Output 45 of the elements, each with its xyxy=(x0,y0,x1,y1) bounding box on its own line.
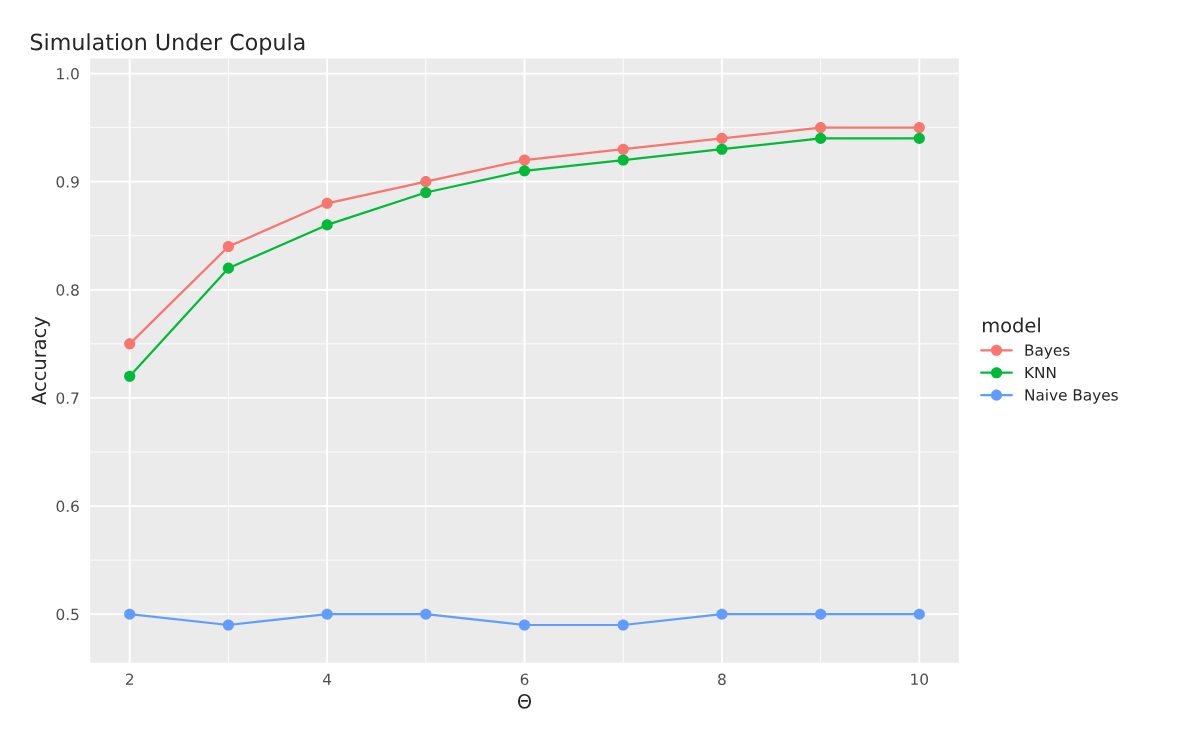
point xyxy=(913,608,925,620)
x-tick-label: 2 xyxy=(125,673,134,685)
point xyxy=(815,132,827,144)
point xyxy=(420,608,432,620)
point xyxy=(321,197,333,209)
point xyxy=(617,154,629,166)
point xyxy=(420,186,432,199)
y-tick-label: 0.7 xyxy=(56,392,79,404)
point xyxy=(222,240,234,253)
x-tick-label: 8 xyxy=(718,673,726,686)
point xyxy=(124,338,136,350)
y-tick-label: 0.9 xyxy=(56,176,79,188)
point xyxy=(420,176,432,188)
point xyxy=(716,608,728,620)
chart-title: Simulation Under Copula xyxy=(30,33,305,55)
x-axis-title: Θ xyxy=(517,693,532,709)
point xyxy=(716,143,728,155)
y-tick-label: 0.6 xyxy=(56,500,79,513)
point xyxy=(222,619,234,631)
point xyxy=(617,619,629,631)
y-tick-label: 1.0 xyxy=(57,68,79,80)
point xyxy=(913,132,925,144)
point xyxy=(518,165,531,177)
point xyxy=(321,219,333,231)
x-tick-label: 4 xyxy=(322,673,332,685)
legend-label: KNN xyxy=(1025,366,1056,379)
legend-title: model xyxy=(982,317,1040,333)
point xyxy=(518,619,531,631)
point xyxy=(716,132,728,144)
point xyxy=(124,370,136,382)
y-tick-label: 0.8 xyxy=(56,284,79,296)
point xyxy=(815,122,827,134)
x-tick-label: 6 xyxy=(520,673,529,686)
point xyxy=(222,262,234,274)
legend-label: Naive Bayes xyxy=(1025,388,1118,404)
y-axis-title: Accuracy xyxy=(31,316,50,405)
legend-label: Bayes xyxy=(1025,344,1070,359)
point xyxy=(124,608,136,620)
point xyxy=(617,143,629,155)
point xyxy=(815,608,827,620)
point xyxy=(518,154,531,166)
y-tick-label: 0.5 xyxy=(56,608,79,621)
point xyxy=(321,608,333,620)
x-tick-label: 10 xyxy=(911,673,929,686)
point xyxy=(913,122,925,134)
